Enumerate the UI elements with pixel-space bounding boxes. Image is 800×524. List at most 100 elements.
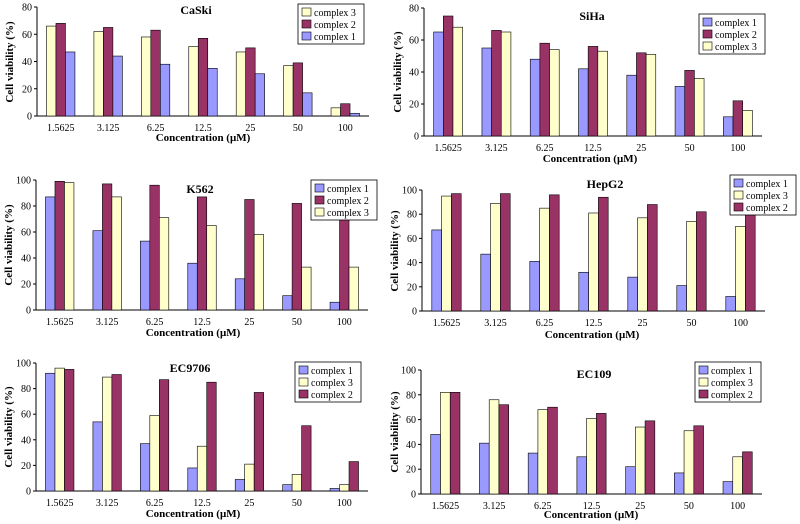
legend-entry: complex 2	[715, 30, 757, 41]
bar-complex-3-25	[235, 51, 246, 117]
legend-entry: complex 2	[746, 203, 788, 214]
bar-complex-2-25	[647, 204, 658, 312]
legend-swatch	[314, 207, 325, 217]
bar-complex-3-1.5625	[440, 392, 451, 495]
bar-complex-2-6.25	[159, 379, 170, 492]
bar-complex-3-1.5625	[54, 367, 65, 492]
bar-complex-1-50	[282, 484, 293, 492]
legend-swatch	[733, 202, 744, 212]
legend-entry: complex 3	[715, 42, 757, 53]
x-tick-label: 12.5	[193, 498, 211, 509]
bar-complex-2-3.125	[111, 374, 122, 492]
x-tick-label: 50	[292, 317, 302, 328]
x-tick-label: 1.5625	[47, 123, 75, 134]
bar-complex-3-12.5	[586, 418, 597, 495]
y-tick-label: 0	[414, 132, 419, 143]
legend-entry: complex 3	[711, 378, 753, 389]
legend-entry: complex 2	[314, 20, 356, 31]
bar-complex-1-25	[254, 73, 265, 117]
bar-complex-3-3.125	[500, 31, 512, 137]
bar-complex-1-6.25	[529, 58, 541, 137]
bar-complex-2-100	[742, 451, 753, 495]
bar-complex-1-25	[234, 479, 245, 492]
legend-entry: complex 3	[311, 378, 353, 389]
x-tick-label: 12.5	[193, 317, 211, 328]
bar-complex-2-12.5	[197, 38, 209, 117]
y-axis-label: Cell viability (%)	[3, 204, 15, 286]
y-tick-label: 20	[21, 461, 31, 472]
bar-complex-2-3.125	[498, 404, 509, 495]
bar-complex-2-50	[292, 62, 303, 117]
chart-panel-caski: 0 20 40 60 80 1.5625 3.125 6.25 12.5 25 50 100 CaSki…	[4, 3, 369, 144]
chart-title: EC9706	[170, 361, 211, 375]
legend-swatch	[298, 365, 309, 375]
bar-complex-3-3.125	[93, 31, 104, 117]
bar-complex-2-25	[636, 52, 647, 137]
bar-complex-2-50	[291, 203, 302, 311]
x-tick-label: 50	[293, 123, 303, 134]
bar-complex-2-12.5	[598, 196, 609, 312]
bar-complex-1-3.125	[480, 253, 491, 312]
y-tick-label: 100	[401, 366, 416, 377]
x-tick-label: 1.5625	[434, 143, 462, 154]
bar-complex-1-1.5625	[430, 434, 441, 495]
bar-complex-2-1.5625	[54, 181, 65, 311]
bar-complex-1-25	[625, 466, 636, 495]
bar-complex-1-100	[725, 296, 736, 312]
bar-complex-3-50	[694, 78, 705, 137]
bar-complex-3-12.5	[196, 445, 208, 492]
bar-complex-1-50	[302, 92, 313, 117]
legend-entry: complex 1	[715, 18, 757, 29]
bar-complex-3-100	[742, 110, 753, 137]
x-tick-label: 50	[684, 501, 694, 512]
y-axis-label: Cell viability (%)	[389, 391, 401, 473]
bar-complex-2-25	[244, 199, 255, 311]
bar-complex-2-25	[644, 420, 656, 495]
x-tick-label: 3.125	[484, 318, 507, 329]
bar-complex-3-12.5	[188, 46, 199, 117]
chart-panel-k562: 0 20 40 60 80 100 1.5625 3.125 6.25 12.5 25 50 100 K5…	[3, 176, 378, 339]
x-axis-label: Concentration (μM)	[543, 153, 638, 165]
bar-complex-3-50	[283, 65, 294, 117]
y-tick-label: 80	[407, 210, 417, 221]
legend-entry: complex 1	[746, 179, 788, 190]
bar-complex-2-1.5625	[449, 392, 461, 495]
x-axis-label: Concentration (μM)	[545, 329, 640, 341]
chart-panel-ec9706: 0 20 40 60 80 100 1.5625 3.125 6.25 12.5 25 50 100 EC…	[3, 359, 368, 520]
y-tick-label: 60	[21, 228, 31, 239]
bar-complex-2-12.5	[596, 413, 607, 495]
bar-complex-2-25	[245, 47, 256, 117]
y-tick-label: 0	[26, 306, 31, 317]
legend-swatch	[702, 29, 713, 39]
bar-complex-1-100	[723, 116, 734, 137]
bar-complex-3-25	[645, 54, 657, 137]
bar-complex-2-1.5625	[64, 369, 75, 492]
bar-complex-2-6.25	[549, 194, 560, 312]
x-tick-label: 50	[685, 143, 695, 154]
bar-complex-3-1.5625	[441, 195, 452, 312]
bar-complex-3-50	[686, 221, 697, 312]
x-axis-label: Concentration (μM)	[146, 327, 241, 339]
bar-complex-1-3.125	[479, 442, 490, 495]
bar-complex-2-12.5	[196, 196, 208, 311]
x-tick-label: 1.5625	[46, 317, 74, 328]
bar-complex-2-50	[684, 70, 695, 137]
y-tick-label: 80	[406, 390, 416, 401]
bar-complex-2-25	[253, 392, 264, 492]
y-tick-label: 100	[402, 186, 417, 197]
bar-complex-1-3.125	[92, 421, 103, 492]
bar-complex-3-1.5625	[452, 26, 463, 137]
y-tick-label: 0	[26, 487, 31, 498]
y-tick-label: 100	[16, 176, 31, 187]
bar-complex-2-50	[301, 425, 312, 492]
x-tick-label: 6.25	[147, 123, 165, 134]
bar-complex-1-3.125	[92, 230, 103, 311]
bar-complex-3-100	[735, 226, 746, 312]
legend-entry: complex 3	[314, 8, 356, 19]
bar-complex-3-6.25	[141, 36, 152, 117]
bar-complex-2-1.5625	[451, 193, 462, 312]
bar-complex-1-12.5	[578, 68, 589, 137]
